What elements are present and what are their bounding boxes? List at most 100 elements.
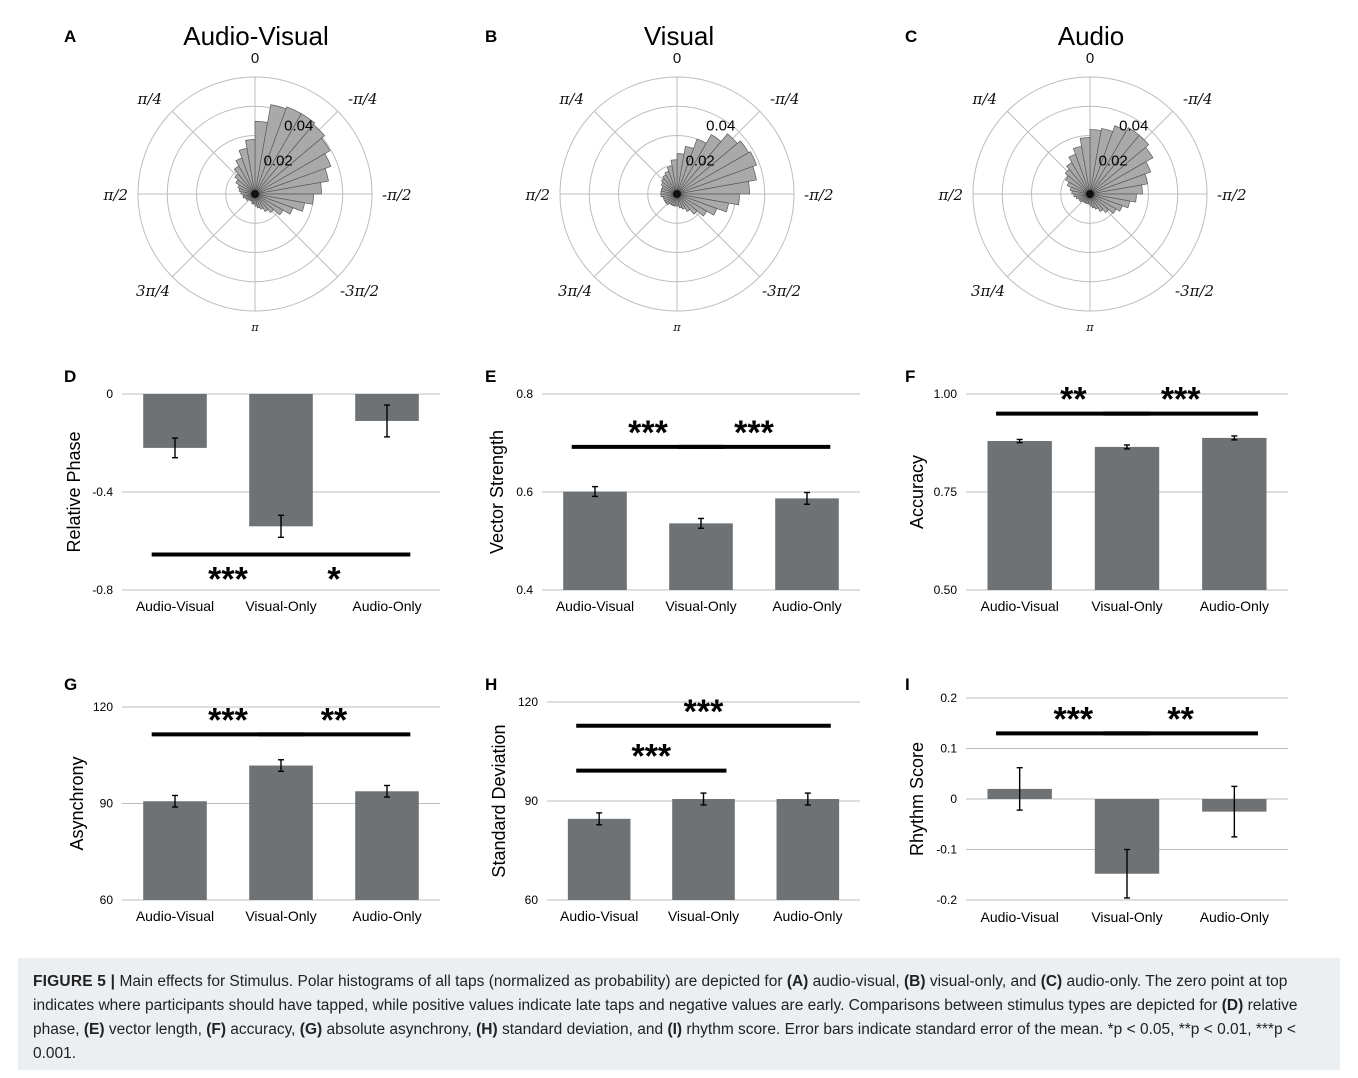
panel-label-i: I xyxy=(905,675,910,694)
y-tick-label: -0.8 xyxy=(92,583,113,597)
significance-stars: *** xyxy=(631,738,671,776)
caption-ref-a: (A) xyxy=(786,973,809,990)
polar-chart-c: C Audio 0.02 0.04 0 -π/4 -π/2 -3π/2 π 3π/4 π/2 π/4 xyxy=(905,21,1247,334)
polar-bin xyxy=(254,153,332,195)
caption-text-7: accuracy, xyxy=(226,1021,300,1038)
y-tick-label: 0.75 xyxy=(934,485,958,499)
panel-label-h: H xyxy=(485,675,497,694)
polar-angle-label-right: -π/2 xyxy=(1217,186,1247,204)
significance-stars: *** xyxy=(628,414,668,452)
significance-stars: *** xyxy=(684,693,724,731)
bar xyxy=(1202,437,1267,590)
polar-bin xyxy=(254,168,329,195)
polar-angle-label-top-left: π/4 xyxy=(559,90,584,108)
x-tick-label: Visual-Only xyxy=(668,908,739,924)
bar xyxy=(775,498,839,590)
bar xyxy=(249,394,313,527)
polar-angle-label-right: -π/2 xyxy=(804,186,834,204)
bar-chart-f: F Accuracy 1.00 0.75 0.50 Audio-Visual Visual-… xyxy=(905,367,1288,614)
polar-bin xyxy=(676,193,708,217)
y-tick-label: 60 xyxy=(525,893,539,907)
y-tick-label: 90 xyxy=(525,794,539,808)
y-tick-label: 120 xyxy=(518,695,538,709)
polar-bin xyxy=(676,180,750,195)
caption-text-10: rhythm score. Error bars indicate standa… xyxy=(33,1021,1296,1062)
polar-angle-label-top: 0 xyxy=(673,50,681,67)
y-axis-label: Vector Strength xyxy=(487,430,507,554)
polar-bin xyxy=(676,193,718,216)
bar xyxy=(249,765,313,900)
caption-text-5: relative phase, xyxy=(33,997,1298,1038)
polar-bin xyxy=(1089,193,1117,214)
caption-ref-c: (C) xyxy=(1040,973,1063,990)
caption-text-1: Main effects for Stimulus. Polar histogr… xyxy=(115,973,787,990)
y-axis-label: Rhythm Score xyxy=(907,742,927,856)
y-tick-label: 0.4 xyxy=(516,583,533,597)
y-axis-label: Asynchrony xyxy=(67,756,87,850)
y-axis-label: Standard Deviation xyxy=(489,724,509,877)
caption-ref-f: (F) xyxy=(206,1021,226,1038)
polar-bin xyxy=(254,113,316,195)
caption-label: FIGURE 5 | xyxy=(33,973,116,990)
caption-ref-i: (I) xyxy=(667,1021,683,1038)
y-tick-label: 0 xyxy=(106,387,113,401)
x-tick-label: Audio-Only xyxy=(772,598,841,614)
panel-label-d: D xyxy=(64,367,76,386)
polar-title: Visual xyxy=(644,21,714,51)
bar xyxy=(1094,446,1160,590)
polar-angle-label-bottom-left: 3π/4 xyxy=(558,282,592,300)
bar xyxy=(669,523,733,590)
polar-center-dot xyxy=(673,190,681,198)
polar-angle-label-top: 0 xyxy=(251,50,259,67)
x-tick-label: Visual-Only xyxy=(1091,909,1162,925)
x-tick-label: Audio-Only xyxy=(1200,909,1269,925)
polar-bin xyxy=(245,139,256,195)
y-axis-label: Accuracy xyxy=(907,455,927,529)
y-tick-label: 60 xyxy=(100,893,114,907)
polar-bin xyxy=(254,193,284,216)
polar-bin xyxy=(676,193,686,210)
significance-stars: *** xyxy=(208,560,248,598)
polar-center-dot xyxy=(1086,190,1094,198)
polar-bin xyxy=(1079,137,1091,195)
polar-angle-label-bottom: π xyxy=(672,321,681,334)
caption-ref-b: (B) xyxy=(904,973,926,990)
caption-text-2: audio-visual, xyxy=(808,973,904,990)
polar-angle-label-bottom: π xyxy=(1085,321,1094,334)
bar xyxy=(355,791,419,900)
polar-grid-spoke xyxy=(171,193,256,278)
figure-canvas: A Audio-Visual 0.02 0.04 0 -π/4 -π/2 -3π/2 π 3π/4… xyxy=(64,21,1288,925)
polar-angle-label-bottom-right: -3π/2 xyxy=(1175,282,1214,300)
x-tick-label: Visual-Only xyxy=(245,908,316,924)
x-tick-label: Audio-Visual xyxy=(556,598,634,614)
bar-chart-g: G Asynchrony 120 90 60 Audio-Visual Visual-Onl… xyxy=(64,675,440,924)
polar-angle-label-top: 0 xyxy=(1086,50,1094,67)
x-tick-label: Visual-Only xyxy=(245,598,316,614)
caption-text-8: absolute asynchrony, xyxy=(322,1021,477,1038)
y-tick-label: 0.50 xyxy=(934,583,958,597)
significance-stars: ** xyxy=(1060,381,1087,419)
polar-title: Audio xyxy=(1058,21,1125,51)
polar-radial-label: 0.04 xyxy=(284,118,313,135)
polar-angle-label-left: π/2 xyxy=(938,186,963,204)
polar-title: Audio-Visual xyxy=(183,21,329,51)
polar-bin xyxy=(254,193,269,212)
polar-angle-label-top-right: -π/4 xyxy=(770,90,800,108)
polar-bin xyxy=(1089,134,1150,195)
bar xyxy=(672,799,735,900)
polar-bin xyxy=(254,182,322,195)
x-tick-label: Audio-Only xyxy=(352,598,421,614)
polar-chart-b: B Visual 0.02 0.04 0 -π/4 -π/2 -3π/2 π 3π/4 π/2 π/4 xyxy=(485,21,834,334)
bar-chart-i: I Rhythm Score 0.2 0.1 0 -0.1 -0.2 Audio-Visual… xyxy=(905,675,1288,925)
panel-label-f: F xyxy=(905,367,915,386)
bar xyxy=(776,799,840,900)
polar-angle-label-top-left: π/4 xyxy=(972,90,997,108)
panel-label-g: G xyxy=(64,675,77,694)
polar-bin xyxy=(676,193,698,215)
polar-radial-label: 0.04 xyxy=(706,118,735,135)
y-tick-label: -0.4 xyxy=(92,485,113,499)
panel-label-e: E xyxy=(485,367,496,386)
y-tick-label: 120 xyxy=(93,700,113,714)
y-tick-label: 0.8 xyxy=(516,387,533,401)
polar-chart-a: A Audio-Visual 0.02 0.04 0 -π/4 -π/2 -3π/2 π 3π/4… xyxy=(64,21,412,334)
